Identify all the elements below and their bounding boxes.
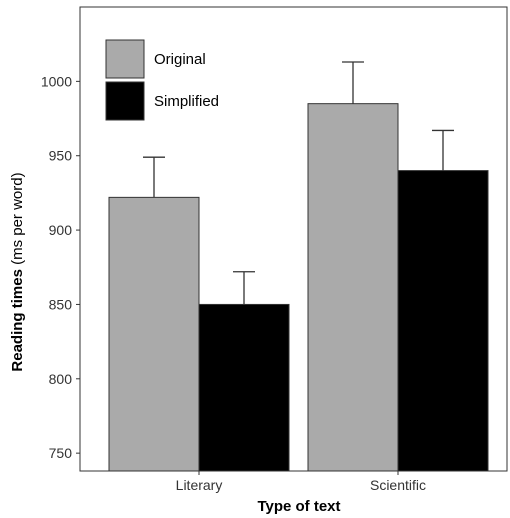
legend-label-original: Original	[154, 51, 206, 68]
legend-swatch-simplified	[105, 81, 145, 121]
y-tick-label: 800	[49, 371, 73, 387]
legend-label-simplified: Simplified	[154, 93, 219, 110]
bar-simplified-scientific	[397, 170, 489, 472]
y-axis-title-unit: (ms per word)	[9, 172, 26, 265]
legend-swatch-original	[105, 39, 145, 79]
y-tick-label: 950	[49, 148, 73, 164]
bar-simplified-literary	[198, 303, 290, 472]
x-tick-label: Literary	[176, 477, 223, 493]
x-tick-label: Scientific	[370, 477, 426, 493]
x-axis: Literary Scientific	[176, 471, 426, 493]
legend: Original Simplified	[105, 39, 219, 121]
y-tick-label: 850	[49, 296, 73, 312]
y-axis: 750 800 850 900 950 1000	[41, 73, 80, 461]
x-axis-title: Type of text	[257, 498, 340, 515]
y-axis-title: Reading times (ms per word)	[9, 172, 26, 371]
bar-original-literary	[108, 196, 200, 472]
bars-group	[108, 61, 489, 472]
plot-panel-border	[79, 6, 508, 472]
y-tick-label: 1000	[41, 73, 72, 89]
y-tick-label: 750	[49, 445, 73, 461]
y-tick-label: 900	[49, 222, 73, 238]
y-axis-title-main: Reading times	[9, 269, 26, 372]
bar-original-scientific	[307, 103, 399, 472]
